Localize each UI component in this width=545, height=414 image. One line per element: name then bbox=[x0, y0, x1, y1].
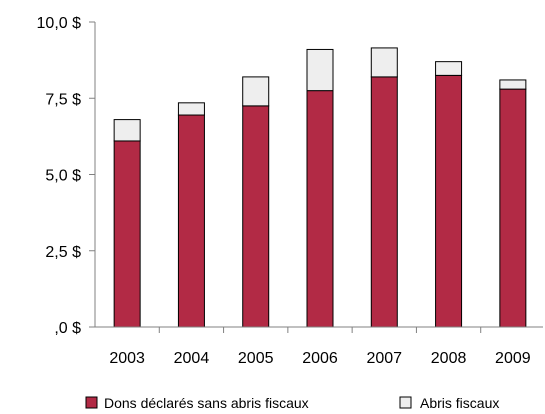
bar-abris-2007 bbox=[370, 47, 398, 78]
axes bbox=[94, 22, 543, 328]
bar-abris-2009 bbox=[499, 79, 527, 90]
x-tick-label: 2004 bbox=[174, 350, 210, 367]
x-axis-ticks: 2003 2004 2005 2006 2007 2008 2009 bbox=[109, 327, 531, 367]
bar-abris-2005 bbox=[242, 76, 270, 107]
bar-dons-2003 bbox=[113, 140, 141, 328]
x-tick-label: 2006 bbox=[302, 350, 338, 367]
x-tick-label: 2003 bbox=[109, 350, 145, 367]
legend-label-abris: Abris fiscaux bbox=[420, 395, 499, 411]
legend-label-dons: Dons déclarés sans abris fiscaux bbox=[104, 395, 309, 411]
x-tick-label: 2009 bbox=[495, 350, 531, 367]
y-axis-ticks: ,0 $ 2,5 $ 5,0 $ 7,5 $ 10,0 $ bbox=[37, 15, 95, 337]
bar-dons-2006 bbox=[306, 90, 334, 328]
bar-abris-2003 bbox=[113, 119, 141, 142]
legend-swatch-abris bbox=[399, 396, 412, 409]
bar-abris-2004 bbox=[177, 102, 205, 116]
bar-abris-2008 bbox=[435, 61, 463, 76]
legend: Dons déclarés sans abris fiscaux Abris fi… bbox=[85, 395, 499, 411]
y-tick-label: 5,0 $ bbox=[45, 168, 81, 185]
bar-dons-2007 bbox=[370, 76, 398, 328]
y-tick-label: 2,5 $ bbox=[45, 244, 81, 261]
x-tick-label: 2005 bbox=[238, 350, 274, 367]
x-tick-label: 2008 bbox=[431, 350, 467, 367]
y-tick-label: ,0 $ bbox=[54, 320, 81, 337]
bar-dons-2005 bbox=[242, 105, 270, 328]
bar-dons-2009 bbox=[499, 88, 527, 328]
y-tick-label: 10,0 $ bbox=[37, 15, 82, 32]
bars-group bbox=[113, 47, 527, 328]
bar-dons-2008 bbox=[435, 74, 463, 328]
y-tick-label: 7,5 $ bbox=[45, 91, 81, 108]
x-tick-label: 2007 bbox=[366, 350, 402, 367]
bar-abris-2006 bbox=[306, 48, 334, 92]
legend-swatch-dons bbox=[85, 396, 98, 409]
bar-dons-2004 bbox=[177, 114, 205, 328]
